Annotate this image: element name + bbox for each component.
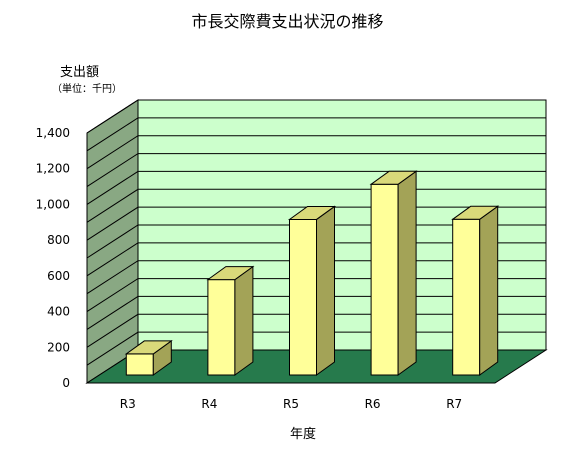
y-tick-label: 600: [47, 269, 70, 283]
gridline: [86, 135, 546, 170]
x-tick-label: R7: [446, 397, 462, 411]
x-tick-label: R6: [365, 397, 381, 411]
gridline: [86, 117, 546, 152]
x-tick-label: R4: [201, 397, 217, 411]
y-axis-unit: （単位：千円）: [52, 84, 122, 95]
bar-side-R5: [316, 205, 335, 376]
x-tick-label: R5: [283, 397, 299, 411]
chart-title: 市長交際費支出状況の推移: [191, 12, 384, 31]
bar-top-R4: [206, 266, 255, 281]
x-tick-label: R3: [120, 397, 136, 411]
bar-top-R7: [451, 205, 500, 220]
bar-R7: [452, 218, 481, 376]
bar-top-R3: [124, 340, 173, 355]
bar-top-R5: [287, 205, 337, 220]
bar-side-R7: [479, 205, 499, 376]
bar-top-R6: [369, 170, 418, 185]
bar-R3: [125, 353, 154, 376]
y-tick-label: 200: [47, 340, 70, 354]
gridline: [86, 99, 546, 134]
gridline: [86, 153, 546, 187]
bar-R5: [289, 218, 317, 376]
bar-side-R6: [397, 170, 417, 376]
y-tick-label: 800: [47, 233, 70, 247]
y-tick-label: 1,200: [36, 162, 70, 176]
y-tick-label: 1,400: [36, 126, 70, 140]
bar-R6: [370, 183, 399, 376]
bar-R4: [207, 279, 236, 376]
bar-side-R4: [234, 265, 254, 376]
y-axis-label: 支出額: [60, 65, 100, 80]
x-axis-label: 年度: [290, 427, 317, 442]
y-tick-label: 1,000: [36, 197, 70, 211]
y-tick-label: 400: [47, 305, 70, 319]
y-tick-label: 0: [62, 376, 70, 390]
